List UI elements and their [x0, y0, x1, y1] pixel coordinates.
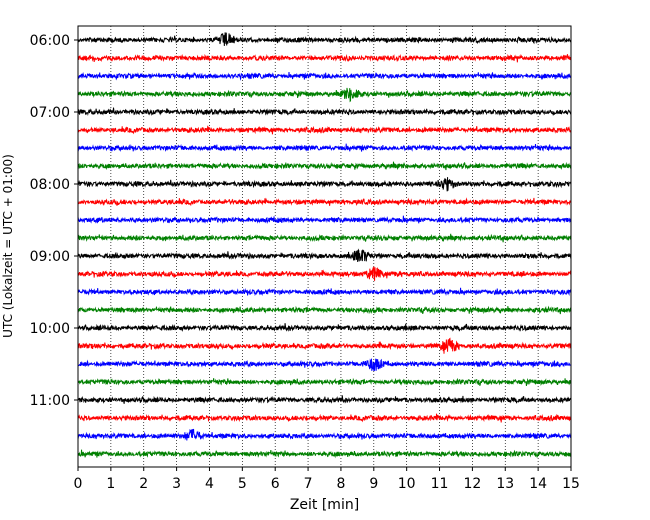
trace-0845: [77, 233, 572, 243]
x-tick-label: 6: [271, 476, 280, 492]
trace-0930: [77, 287, 572, 297]
trace-0915: [77, 266, 572, 281]
x-tick-label: 1: [106, 476, 115, 492]
y-axis-title: UTC (Lokalzeit = UTC + 01:00): [1, 154, 15, 338]
trace-0700: [77, 107, 572, 117]
trace-1115: [77, 413, 572, 423]
y-tick-label: 11:00: [30, 393, 70, 409]
trace-1030: [77, 358, 572, 371]
trace-1130: [77, 428, 572, 441]
trace-0900: [77, 248, 572, 262]
x-tick-label: 12: [463, 476, 481, 492]
x-tick-label: 5: [238, 476, 247, 492]
trace-0645: [77, 87, 572, 103]
y-tick-label: 10:00: [30, 321, 70, 337]
trace-0730: [77, 143, 572, 152]
trace-1145: [77, 449, 572, 459]
trace-0615: [77, 53, 572, 63]
trace-1015: [77, 337, 572, 354]
x-tick-label: 10: [398, 476, 416, 492]
trace-1000: [77, 323, 572, 332]
trace-1045: [77, 377, 572, 387]
x-tick-label: 11: [431, 476, 449, 492]
x-tick-label: 13: [496, 476, 514, 492]
trace-0715: [77, 125, 572, 135]
trace-0745: [77, 161, 572, 171]
x-tick-label: 8: [336, 476, 345, 492]
x-axis: 0 1 2 3 4 5 6 7 8 9 10 11 12 13 14 15: [74, 467, 580, 492]
plot-frame: [77, 25, 572, 468]
trace-0600: [77, 32, 572, 47]
y-tick-label: 06:00: [30, 33, 70, 49]
trace-0800: [77, 177, 572, 192]
x-tick-label: 3: [172, 476, 181, 492]
y-axis: 06:00 07:00 08:00 09:00 10:00 11:00: [30, 33, 78, 409]
x-tick-label: 9: [369, 476, 378, 492]
trace-0830: [77, 215, 572, 225]
trace-0945: [77, 305, 572, 315]
y-tick-label: 09:00: [30, 249, 70, 265]
trace-0815: [77, 197, 572, 207]
x-axis-title: Zeit [min]: [290, 497, 359, 513]
trace-1100: [77, 395, 572, 404]
seismic-traces: [77, 32, 572, 459]
y-tick-label: 07:00: [30, 105, 70, 121]
x-tick-label: 2: [139, 476, 148, 492]
x-tick-label: 7: [304, 476, 313, 492]
trace-0630: [77, 71, 572, 81]
x-tick-label: 0: [74, 476, 83, 492]
x-tick-label: 14: [529, 476, 547, 492]
x-tick-label: 4: [205, 476, 214, 492]
y-tick-label: 08:00: [30, 177, 70, 193]
x-tick-label: 15: [562, 476, 580, 492]
